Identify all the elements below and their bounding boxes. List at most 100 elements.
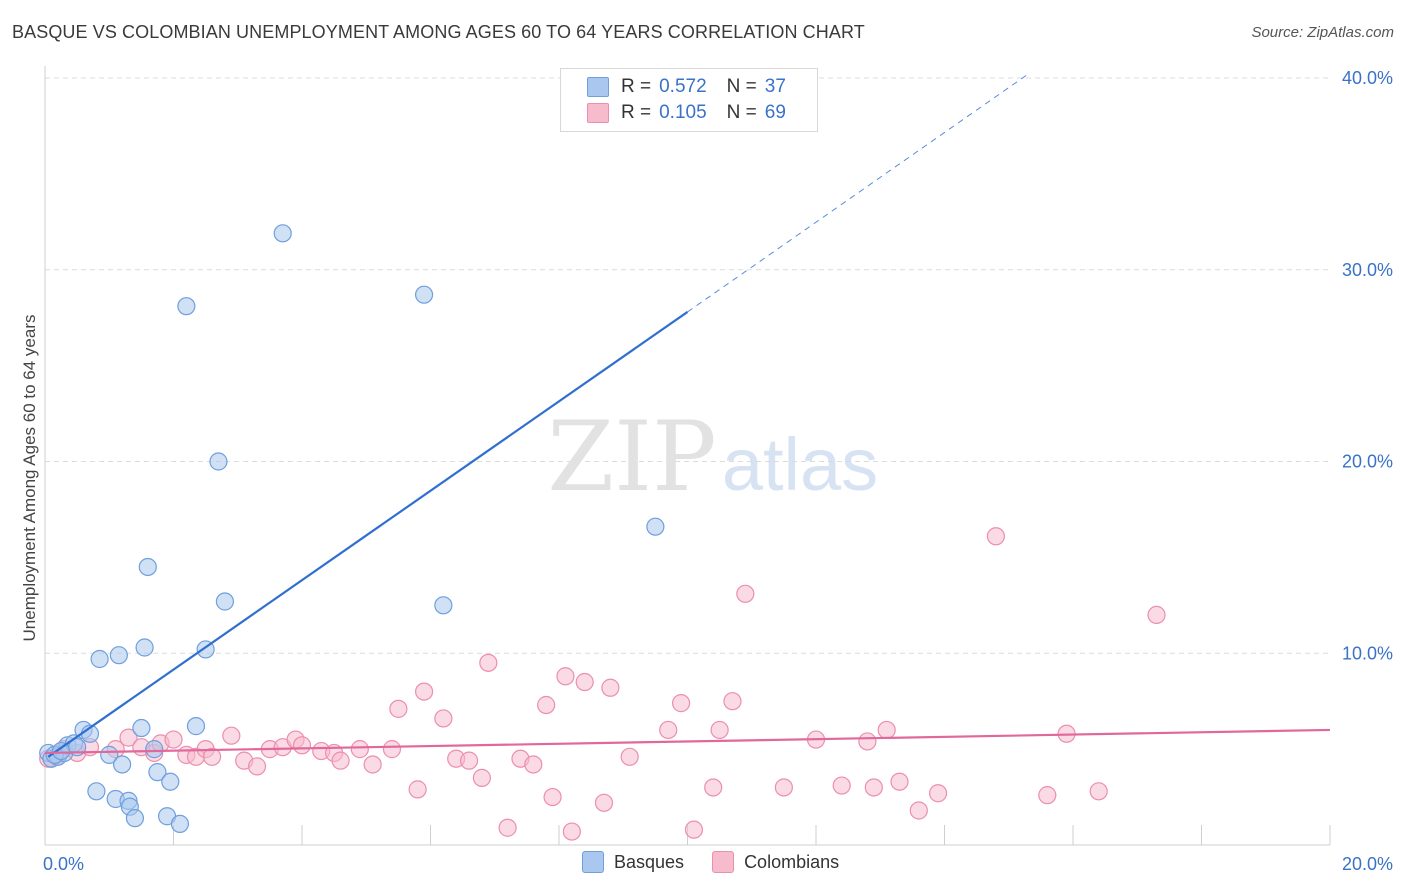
watermark: ZIP atlas — [547, 401, 878, 513]
basques-trend-extension — [687, 73, 1029, 313]
watermark-zip: ZIP — [547, 401, 716, 513]
colombian-point-58 — [864, 778, 883, 797]
colombians-r-value: 0.105 — [659, 102, 707, 123]
basque-point-25 — [170, 814, 190, 834]
colombian-point-27 — [389, 699, 408, 718]
y-tick-label-2: 30.0% — [1342, 260, 1393, 280]
series-legend: Basques Colombians — [582, 851, 867, 873]
basque-point-29 — [209, 452, 228, 471]
colombian-point-50 — [704, 778, 723, 797]
basque-point-14 — [112, 755, 132, 774]
colombian-point-57 — [858, 732, 877, 751]
colombian-point-21 — [292, 736, 312, 755]
colombian-point-38 — [524, 755, 543, 774]
basque-point-26 — [177, 297, 196, 316]
axes — [44, 66, 1331, 846]
colombian-point-14 — [202, 747, 222, 766]
colombian-point-10 — [164, 730, 183, 749]
basques-n-label: N = — [726, 76, 757, 97]
colombian-point-40 — [543, 787, 562, 807]
colombian-point-25 — [350, 740, 369, 759]
basque-point-20 — [135, 638, 154, 657]
trend-lines — [44, 73, 1331, 758]
basques-trend-line — [47, 311, 689, 758]
colombian-point-29 — [408, 780, 427, 799]
basque-point-13 — [109, 646, 128, 665]
colombian-point-60 — [890, 772, 909, 791]
basque-point-18 — [132, 718, 151, 738]
colombian-point-30 — [414, 682, 434, 701]
basque-point-32 — [414, 285, 434, 304]
legend-row-basques: R = 0.572 N = 37 — [587, 74, 786, 100]
colombian-point-44 — [594, 793, 614, 812]
legend-row-colombians: R = 0.105 N = 69 — [587, 100, 786, 126]
colombian-point-61 — [909, 801, 928, 820]
colombians-n-value: 69 — [764, 102, 786, 123]
watermark-atlas: atlas — [722, 423, 878, 506]
basques-r-value: 0.572 — [659, 76, 707, 97]
colombian-point-36 — [498, 818, 517, 837]
colombian-point-26 — [363, 755, 382, 774]
colombian-point-53 — [736, 584, 755, 603]
basques-r-label: R = — [621, 76, 652, 97]
basque-point-33 — [434, 596, 453, 615]
colombian-point-24 — [331, 751, 350, 770]
colombian-point-49 — [684, 820, 704, 839]
colombians-points — [39, 527, 1166, 841]
colombian-point-42 — [562, 822, 581, 841]
y-tick-label-0: 10.0% — [1342, 643, 1393, 663]
colombian-point-31 — [434, 709, 453, 728]
colombian-point-48 — [671, 694, 691, 713]
basque-point-30 — [215, 592, 234, 611]
basques-n-value: 37 — [764, 76, 786, 97]
basques-legend-swatch — [582, 851, 604, 873]
colombian-point-39 — [537, 695, 556, 715]
colombian-point-56 — [832, 776, 851, 795]
colombian-point-66 — [1089, 782, 1108, 801]
y-tick-label-3: 40.0% — [1342, 68, 1393, 88]
basque-point-24 — [161, 772, 180, 791]
colombians-trend-line — [44, 728, 1331, 755]
basques-swatch — [587, 77, 609, 97]
colombian-point-52 — [723, 692, 742, 711]
colombian-point-6 — [119, 728, 138, 747]
basque-point-11 — [100, 745, 119, 764]
y-tick-label-1: 20.0% — [1342, 452, 1393, 472]
legend-item-basques[interactable]: Basques — [582, 851, 684, 873]
basques-points — [39, 224, 665, 834]
basque-point-19 — [138, 557, 157, 577]
basque-point-34 — [646, 517, 665, 536]
colombian-point-62 — [928, 784, 948, 803]
y-axis-label: Unemployment Among Ages 60 to 64 years — [20, 314, 39, 642]
colombian-point-63 — [986, 527, 1006, 546]
colombian-point-35 — [479, 653, 498, 672]
colombian-point-28 — [382, 740, 402, 759]
basque-point-22 — [148, 763, 167, 782]
tick-labels: 10.0% 20.0% 30.0% 40.0% 0.0% 20.0% — [43, 68, 1393, 874]
colombian-point-59 — [877, 720, 896, 740]
colombians-legend-swatch — [712, 851, 735, 873]
colombian-point-43 — [575, 672, 594, 692]
colombian-point-34 — [472, 768, 491, 787]
colombian-point-45 — [601, 678, 620, 697]
chart-title: BASQUE VS COLOMBIAN UNEMPLOYMENT AMONG A… — [12, 22, 865, 42]
x-tick-label-0: 0.0% — [43, 854, 84, 874]
colombian-point-33 — [459, 751, 479, 770]
basques-legend-label: Basques — [614, 851, 685, 872]
grid-lines — [45, 77, 1330, 654]
x-tick-label-1: 20.0% — [1342, 854, 1393, 874]
colombians-swatch — [587, 103, 609, 123]
colombian-point-46 — [620, 747, 639, 766]
colombian-point-64 — [1038, 786, 1057, 805]
colombian-point-67 — [1147, 605, 1166, 625]
basque-point-21 — [145, 740, 164, 759]
colombian-point-54 — [774, 778, 793, 797]
basque-point-31 — [273, 224, 292, 243]
basque-point-10 — [90, 649, 109, 669]
colombian-point-51 — [710, 720, 729, 740]
legend-item-colombians[interactable]: Colombians — [712, 851, 839, 873]
basque-point-17 — [125, 809, 145, 828]
correlation-legend: R = 0.572 N = 37 R = 0.105 N = 69 — [560, 68, 818, 132]
basque-point-9 — [87, 782, 106, 801]
